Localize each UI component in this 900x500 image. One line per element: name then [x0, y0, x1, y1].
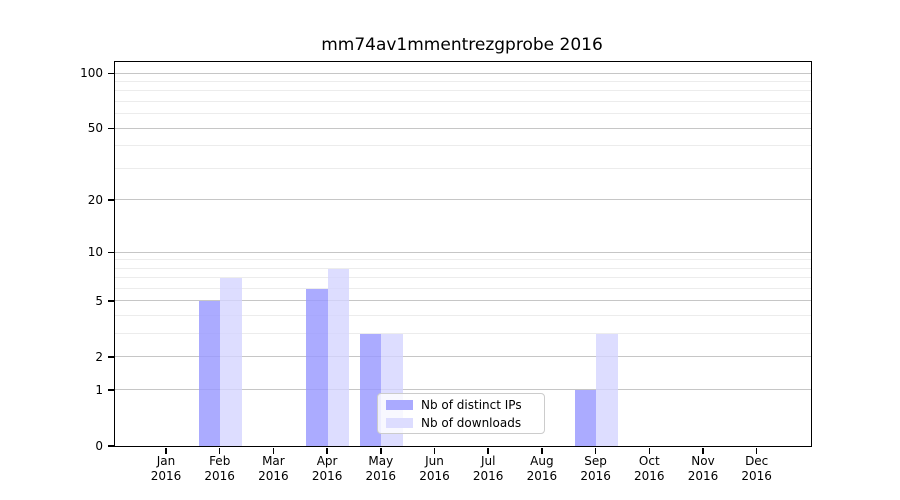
gridline-minor — [115, 81, 811, 83]
y-axis-tick — [108, 356, 115, 358]
legend-swatch-distinct-ips-icon — [386, 399, 413, 410]
x-axis-label-year: 2016 — [741, 469, 772, 483]
x-axis-label: Apr 2016 — [297, 454, 357, 484]
bar-sep-distinct-ips — [574, 390, 597, 446]
x-axis-label-year: 2016 — [526, 469, 558, 483]
x-axis-tick — [433, 448, 436, 454]
y-axis-label: 50 — [87, 121, 103, 136]
x-axis-label: Sep 2016 — [566, 454, 626, 484]
plot-area: Nb of distinct IPs Nb of downloads — [114, 61, 812, 447]
y-axis-tick — [108, 127, 115, 130]
chart-title: mm74av1mmentrezgprobe 2016 — [321, 35, 603, 55]
gridline-major — [115, 72, 811, 74]
x-axis-tick — [594, 448, 597, 454]
bar-feb-distinct-ips — [198, 301, 221, 446]
x-axis-tick — [165, 448, 167, 454]
bar-sep-downloads — [596, 334, 618, 446]
y-axis-label: 5 — [95, 293, 103, 308]
bar-apr-downloads — [327, 268, 350, 446]
y-axis-label: 1 — [95, 382, 103, 397]
y-axis-label: 20 — [87, 192, 103, 207]
gridline-minor — [115, 267, 811, 269]
gridline-minor — [115, 277, 811, 279]
gridline-minor — [115, 113, 811, 115]
x-axis-label-year: 2016 — [580, 469, 611, 483]
gridline-major — [115, 199, 811, 201]
y-axis-tick — [108, 72, 115, 75]
gridline-minor — [115, 90, 811, 92]
x-axis-tick — [380, 448, 382, 454]
x-axis-label: Nov 2016 — [673, 454, 733, 484]
x-axis-label-year: 2016 — [687, 469, 719, 483]
x-axis-label: Jul 2016 — [458, 454, 518, 484]
x-axis-tick — [272, 448, 275, 454]
legend: Nb of distinct IPs Nb of downloads — [377, 393, 545, 434]
gridline-minor — [115, 288, 811, 290]
x-axis-label-year: 2016 — [419, 469, 450, 483]
legend-swatch-downloads-icon — [386, 417, 413, 428]
x-axis-label: Feb 2016 — [190, 454, 250, 484]
bar-feb-downloads — [220, 278, 242, 446]
y-axis-label: 2 — [95, 349, 103, 364]
y-axis-label: 100 — [80, 66, 103, 81]
gridline-major — [115, 356, 811, 358]
y-axis-tick — [108, 300, 115, 302]
x-axis-label: Jun 2016 — [405, 454, 465, 484]
gridline-minor — [115, 167, 811, 169]
y-axis-label: 0 — [95, 438, 103, 453]
gridline-major — [115, 300, 811, 302]
gridline-minor — [115, 101, 811, 103]
x-axis-label-year: 2016 — [311, 469, 343, 483]
legend-label-downloads: Nb of downloads — [421, 415, 522, 430]
x-axis-tick — [755, 448, 758, 454]
x-axis-label: Oct 2016 — [619, 454, 679, 484]
x-axis-tick — [541, 448, 543, 454]
legend-item-distinct-ips: Nb of distinct IPs — [378, 397, 544, 412]
x-axis-tick — [702, 448, 704, 454]
legend-item-downloads: Nb of downloads — [378, 415, 544, 430]
gridline-minor — [115, 259, 811, 261]
x-axis-label-year: 2016 — [204, 469, 235, 483]
x-axis-tick — [487, 448, 489, 454]
bar-apr-distinct-ips — [306, 289, 328, 446]
y-axis-tick — [108, 389, 115, 391]
x-axis-label: May 2016 — [351, 454, 411, 484]
gridline-minor — [115, 145, 811, 147]
bar-may-distinct-ips — [359, 334, 382, 446]
gridline-minor — [115, 333, 811, 335]
y-axis-tick — [108, 251, 115, 254]
x-axis-label: Aug 2016 — [512, 454, 572, 484]
x-axis-label-year: 2016 — [150, 469, 182, 483]
y-axis-tick — [108, 445, 115, 447]
x-axis-label-year: 2016 — [634, 469, 665, 483]
x-axis-label: Jan 2016 — [136, 454, 196, 484]
gridline-major — [115, 389, 811, 391]
x-axis-label-year: 2016 — [258, 469, 289, 483]
gridline-major — [115, 127, 811, 129]
legend-label-distinct-ips: Nb of distinct IPs — [421, 397, 522, 412]
x-axis-label-year: 2016 — [365, 469, 397, 483]
x-axis-label: Mar 2016 — [243, 454, 303, 484]
y-axis-tick — [108, 199, 115, 201]
x-axis-tick — [648, 448, 651, 454]
gridline-minor — [115, 315, 811, 317]
x-axis-tick — [326, 448, 328, 454]
gridline-major — [115, 251, 811, 253]
x-axis-label: Dec 2016 — [727, 454, 787, 484]
x-axis-label-year: 2016 — [472, 469, 504, 483]
y-axis-label: 10 — [87, 245, 103, 260]
x-axis-tick — [218, 448, 221, 454]
